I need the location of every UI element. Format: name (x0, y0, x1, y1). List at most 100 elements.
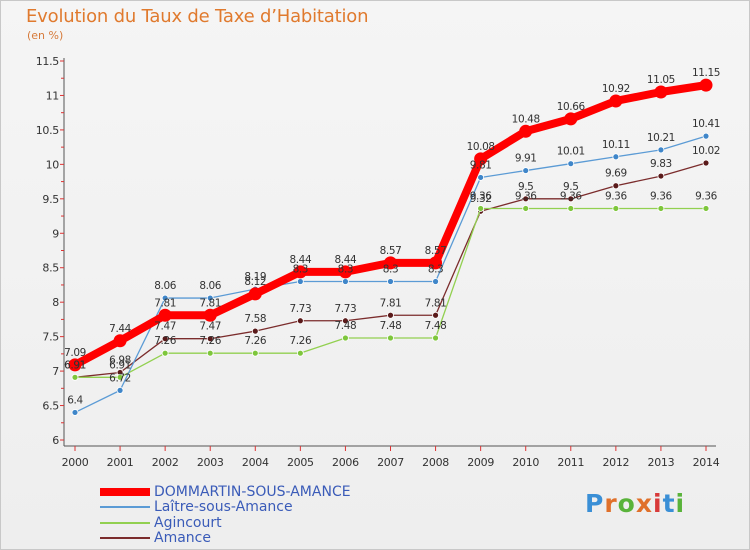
data-point (612, 182, 620, 190)
data-label: 6.4 (67, 394, 83, 406)
data-label: 9.36 (605, 190, 627, 202)
data-point (206, 335, 214, 343)
data-point (296, 317, 304, 325)
data-point (567, 205, 575, 212)
data-label: 7.81 (380, 297, 402, 309)
data-label: 7.81 (199, 297, 221, 309)
x-tick-label: 2008 (422, 456, 449, 469)
data-point (612, 205, 620, 212)
legend-label: DOMMARTIN-SOUS-AMANCE (154, 483, 351, 500)
data-label: 7.09 (64, 347, 86, 359)
logo-letter: x (635, 489, 653, 518)
data-label: 9.69 (605, 168, 627, 180)
legend-swatch (100, 506, 150, 509)
legend-swatch (100, 487, 150, 496)
data-point (206, 294, 214, 302)
y-tick-label: 11 (46, 89, 59, 102)
data-label: 7.48 (335, 320, 357, 332)
legend-swatch (100, 521, 150, 524)
logo-letter: P (585, 489, 605, 518)
data-label: 8.44 (335, 254, 357, 266)
data-point (567, 160, 575, 168)
data-point (161, 335, 169, 343)
legend-label: Amance (154, 530, 211, 547)
data-label: 10.41 (692, 118, 720, 130)
data-label: 8.12 (244, 276, 266, 288)
data-label: 8.3 (383, 264, 399, 276)
data-point (522, 167, 530, 174)
data-label: 7.81 (154, 297, 176, 309)
data-label: 6.72 (109, 372, 131, 384)
data-point (609, 94, 623, 108)
data-point (477, 174, 485, 181)
data-point (342, 317, 349, 325)
data-label: 7.48 (380, 320, 402, 332)
x-tick-label: 2014 (693, 456, 720, 469)
data-point (702, 132, 710, 140)
data-label: 8.44 (289, 254, 311, 266)
data-label: 8.19 (244, 271, 266, 283)
data-point (432, 334, 439, 342)
x-tick-label: 2009 (467, 456, 494, 469)
data-label: 6.91 (64, 359, 86, 371)
data-point (71, 409, 79, 416)
data-label: 10.08 (467, 141, 495, 153)
x-tick-label: 2013 (648, 456, 675, 469)
data-label: 8.06 (154, 280, 176, 292)
legend-label: Agincourt (154, 514, 222, 531)
data-point (296, 278, 304, 285)
data-label: 7.26 (199, 335, 221, 347)
data-point (657, 172, 665, 180)
data-label: 6.91 (64, 359, 86, 371)
data-point (296, 349, 304, 357)
data-point (387, 334, 394, 342)
data-label: 6.91 (109, 359, 131, 371)
data-point (429, 256, 443, 270)
legend-item: DOMMARTIN-SOUS-AMANCE (100, 484, 351, 500)
data-label: 10.66 (557, 101, 586, 113)
data-label: 9.81 (470, 159, 492, 171)
legend-item: Laître-sous-Amance (100, 499, 351, 515)
legend-swatch (100, 537, 150, 540)
data-point (654, 85, 668, 99)
data-point (702, 159, 710, 167)
data-label: 9.36 (470, 190, 492, 202)
data-point (522, 195, 530, 203)
data-label: 8.3 (293, 264, 309, 276)
x-tick-label: 2005 (287, 456, 314, 469)
data-label: 7.81 (425, 297, 447, 309)
data-label: 7.48 (425, 320, 447, 332)
data-point (203, 308, 217, 322)
data-label: 7.73 (289, 303, 311, 315)
logo-letter: t (662, 489, 676, 518)
data-point (702, 205, 710, 212)
data-label: 10.48 (512, 113, 540, 125)
logo-letter: r (604, 489, 618, 518)
x-tick-label: 2007 (377, 456, 404, 469)
data-label: 9.5 (563, 181, 579, 193)
y-tick-label: 8 (52, 296, 59, 309)
data-label: 9.36 (515, 190, 537, 202)
data-label: 7.47 (154, 321, 176, 333)
y-tick-label: 6 (52, 434, 59, 447)
x-tick-label: 2004 (242, 456, 269, 469)
y-tick-label: 11.5 (36, 55, 60, 68)
data-label: 9.36 (560, 190, 582, 202)
data-point (338, 265, 352, 279)
data-label: 7.26 (289, 335, 311, 347)
data-label: 9.32 (470, 193, 492, 205)
x-tick-label: 2006 (332, 456, 359, 469)
x-tick-label: 2012 (602, 456, 629, 469)
data-point (657, 146, 665, 154)
data-point (251, 327, 259, 335)
data-label: 10.92 (602, 83, 630, 95)
data-label: 10.02 (692, 145, 720, 157)
data-point (474, 152, 488, 166)
data-label: 11.15 (692, 67, 720, 79)
data-label: 6.98 (109, 354, 131, 366)
logo-letter: i (675, 489, 686, 518)
data-point (612, 153, 620, 161)
data-point (293, 265, 307, 279)
data-point (68, 358, 82, 372)
